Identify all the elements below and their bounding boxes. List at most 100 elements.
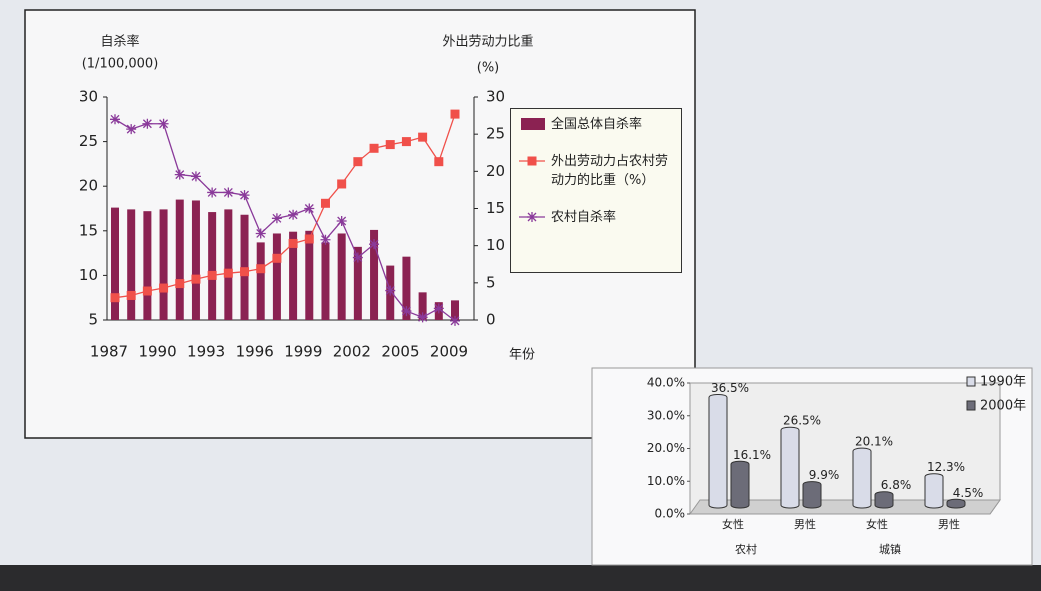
value-label: 6.8% bbox=[881, 478, 912, 492]
x-tick-label: 1987 bbox=[90, 343, 128, 361]
bar bbox=[337, 233, 346, 320]
y2-tick-label: 15 bbox=[486, 199, 505, 217]
marker bbox=[401, 306, 412, 317]
x-tick-label: 1993 bbox=[187, 343, 225, 361]
x-tick-label: 男性 bbox=[794, 517, 816, 531]
marker bbox=[288, 238, 298, 248]
marker bbox=[142, 118, 153, 129]
marker bbox=[288, 209, 299, 220]
y-tick-label: 15 bbox=[79, 221, 98, 239]
bar bbox=[272, 233, 281, 320]
marker bbox=[110, 293, 120, 303]
y-tick-label: 40.0% bbox=[647, 376, 685, 390]
bar bbox=[402, 256, 411, 320]
line bbox=[114, 113, 456, 299]
marker bbox=[336, 215, 347, 226]
value-label: 12.3% bbox=[927, 460, 965, 474]
value-label: 26.5% bbox=[783, 414, 821, 428]
legend-item: 全国总体自杀率 bbox=[517, 115, 675, 134]
marker bbox=[110, 114, 120, 125]
marker bbox=[174, 169, 185, 180]
marker bbox=[142, 286, 152, 296]
bar bbox=[321, 242, 330, 320]
y-tick-label: 30.0% bbox=[647, 408, 685, 422]
group-label: 城镇 bbox=[879, 542, 901, 556]
marker bbox=[353, 157, 363, 167]
bar bbox=[451, 300, 459, 320]
marker bbox=[239, 190, 250, 201]
bar bbox=[418, 292, 427, 320]
y2-tick-label: 10 bbox=[486, 236, 505, 254]
x-tick-label: 2005 bbox=[381, 343, 419, 361]
legend-label: 2000年 bbox=[980, 399, 1026, 414]
x-axis-title: 年份 bbox=[509, 348, 535, 363]
y2-axis-title: 外出劳动力比重 bbox=[442, 34, 533, 50]
marker bbox=[223, 268, 233, 278]
marker bbox=[401, 137, 411, 147]
legend-swatch bbox=[966, 376, 976, 387]
marker bbox=[527, 156, 537, 166]
marker bbox=[385, 285, 396, 296]
bar bbox=[730, 460, 750, 509]
legend-label: 1990年 bbox=[980, 375, 1026, 390]
y2-axis-unit: (%) bbox=[477, 61, 500, 76]
value-label: 4.5% bbox=[953, 486, 984, 500]
legend: 全国总体自杀率外出劳动力占农村劳动力的比重（%） 农村自杀率 bbox=[510, 108, 682, 273]
y-tick-label: 0.0% bbox=[655, 507, 686, 521]
legend-swatch bbox=[521, 118, 545, 130]
legend-item: 农村自杀率 bbox=[517, 208, 675, 227]
y-tick-label: 10 bbox=[79, 266, 98, 284]
y-tick-label: 10.0% bbox=[647, 474, 685, 488]
marker bbox=[158, 118, 169, 129]
y2-tick-label: 25 bbox=[486, 125, 505, 143]
bar bbox=[874, 491, 894, 509]
marker bbox=[190, 171, 201, 182]
y-tick-label: 25 bbox=[79, 132, 98, 150]
marker bbox=[207, 187, 218, 198]
value-label: 16.1% bbox=[733, 448, 771, 462]
marker bbox=[255, 228, 266, 239]
bar bbox=[191, 200, 200, 320]
marker bbox=[320, 234, 331, 245]
y-axis-title: 自杀率 bbox=[100, 34, 139, 50]
marker bbox=[369, 143, 379, 153]
marker bbox=[304, 203, 315, 214]
marker bbox=[337, 179, 347, 189]
plot-floor bbox=[689, 499, 1001, 515]
marker bbox=[159, 283, 169, 293]
x-tick-label: 男性 bbox=[938, 517, 960, 531]
marker bbox=[527, 212, 537, 222]
marker bbox=[240, 267, 250, 277]
x-tick-label: 2002 bbox=[333, 343, 371, 361]
marker bbox=[433, 303, 444, 314]
x-tick-label: 女性 bbox=[866, 517, 888, 531]
bar bbox=[111, 207, 119, 320]
x-tick-label: 2009 bbox=[430, 343, 468, 361]
legend-swatch bbox=[966, 400, 976, 411]
y2-tick-label: 20 bbox=[486, 162, 505, 180]
marker bbox=[352, 252, 363, 263]
legend-label: 农村自杀率 bbox=[551, 210, 617, 225]
bar bbox=[852, 447, 872, 509]
value-label: 9.9% bbox=[809, 468, 840, 482]
bar bbox=[370, 229, 379, 320]
bar bbox=[780, 426, 800, 509]
marker bbox=[175, 279, 185, 289]
y2-tick-label: 30 bbox=[486, 88, 505, 106]
legend-item: 外出劳动力占农村劳动力的比重（%） bbox=[517, 152, 675, 190]
legend-label: 外出劳动力占农村劳动力的比重（%） bbox=[551, 154, 669, 188]
x-tick-label: 1999 bbox=[284, 343, 322, 361]
bar bbox=[127, 209, 136, 320]
legend-swatch bbox=[519, 212, 545, 222]
y-tick-label: 30 bbox=[79, 88, 98, 106]
bar bbox=[289, 231, 298, 320]
legend-swatch bbox=[519, 156, 545, 166]
marker bbox=[256, 264, 266, 274]
marker bbox=[272, 253, 282, 263]
x-tick-label: 女性 bbox=[722, 517, 744, 531]
bar bbox=[175, 199, 184, 320]
marker bbox=[320, 198, 330, 208]
bar bbox=[802, 481, 822, 509]
